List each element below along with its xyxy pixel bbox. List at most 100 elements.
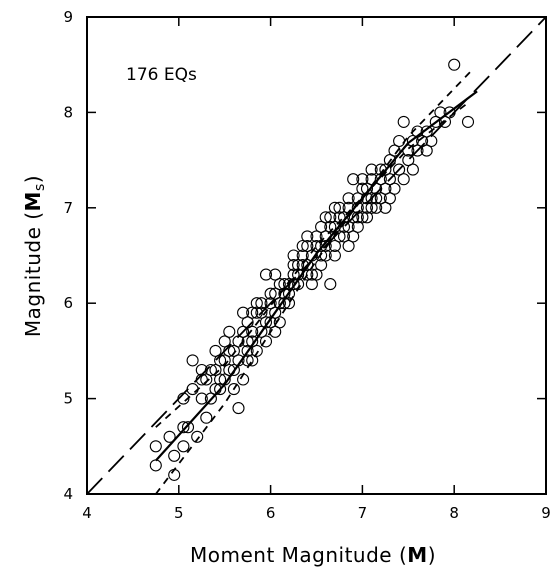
data-point [241,354,254,367]
data-point [360,182,374,195]
data-point [347,173,360,186]
data-point [264,297,277,310]
data-point [273,316,286,329]
data-point [420,144,433,157]
axis-ticks: 4 5 6 7 8 9 4 5 6 7 8 9 [63,8,550,522]
data-point [333,211,346,224]
data-point [204,363,217,377]
data-point [223,363,236,377]
data-point [241,344,254,357]
data-point [296,239,309,253]
data-point [218,373,231,386]
data-point [186,383,199,396]
data-point [347,211,360,224]
data-point [232,335,245,348]
data-point [264,287,277,300]
data-point [324,220,337,233]
y-tick-label: 9 [63,8,73,26]
data-point [301,258,314,272]
data-point [195,363,208,377]
x-tick-label: 6 [266,504,276,522]
data-point [259,316,273,329]
data-point [195,373,208,386]
solid-line [154,90,478,462]
data-point [250,306,263,319]
y-tick-label: 8 [63,103,73,121]
y-axis-title-symbol: M [21,191,45,211]
data-point [232,402,245,415]
data-point [255,297,268,310]
data-point [374,173,387,186]
data-point [328,249,341,262]
plot-frame [86,16,547,495]
data-point [416,134,429,148]
data-point [356,173,369,186]
data-point [301,230,314,243]
data-point [383,192,396,205]
data-point [370,182,383,195]
data-point [370,201,383,214]
data-point [434,106,447,119]
data-point [365,201,378,214]
data-point [269,287,282,300]
data-point [214,383,227,396]
data-point [237,306,250,319]
data-point [246,354,259,367]
data-point [360,201,374,214]
data-point [278,297,291,310]
data-point [191,430,204,443]
data-point [282,287,296,300]
data-point [310,239,323,253]
data-point [237,373,250,386]
data-point [278,278,291,291]
data-point [351,220,364,233]
data-point [273,278,286,291]
data-point [388,144,401,157]
data-point [301,268,314,281]
data-point [438,115,452,128]
data-point [411,144,424,157]
data-point [393,134,406,148]
data-point [278,287,291,300]
data-point [269,268,282,281]
data-point [186,354,199,367]
data-points [149,58,475,481]
data-point [406,134,419,148]
data-point [232,354,245,367]
data-point [181,421,195,434]
data-point [204,392,217,405]
data-point [342,192,355,205]
data-point [264,316,277,329]
x-axis-title-symbol: M [407,543,427,567]
data-point [305,278,318,291]
data-point [443,106,456,119]
data-point [227,344,240,357]
data-point [461,115,475,128]
data-point [351,192,364,205]
data-point [310,230,323,243]
data-point [177,421,190,434]
data-point [269,325,282,338]
y-axis-title-subscript: s [32,183,48,191]
data-point [287,258,300,272]
data-point [342,201,355,214]
data-point [273,297,286,310]
data-point [246,325,259,338]
data-point [287,278,300,291]
data-point [218,354,231,367]
data-point [241,316,254,329]
x-tick-label: 8 [449,504,459,522]
data-point [328,201,341,214]
x-axis-title: Moment Magnitude (M) [190,543,436,567]
data-point [296,249,309,262]
x-tick-label: 7 [358,504,368,522]
data-point [319,249,332,262]
data-point [315,249,328,262]
data-point [388,182,401,195]
data-point [310,268,323,281]
data-point [374,163,387,176]
data-point [259,268,273,281]
y-tick-label: 4 [63,485,73,503]
data-point [351,201,364,214]
